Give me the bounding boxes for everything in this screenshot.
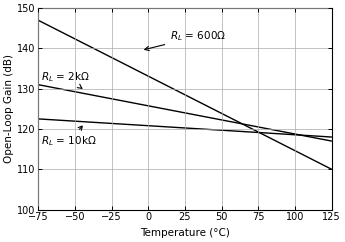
Text: $R_L$ = 10kΩ: $R_L$ = 10kΩ	[41, 126, 97, 148]
Text: $R_L$ = 2kΩ: $R_L$ = 2kΩ	[41, 70, 90, 88]
Y-axis label: Open-Loop Gain (dB): Open-Loop Gain (dB)	[4, 54, 14, 163]
Text: $R_L$ = 600Ω: $R_L$ = 600Ω	[145, 30, 226, 51]
X-axis label: Temperature (°C): Temperature (°C)	[140, 228, 230, 238]
